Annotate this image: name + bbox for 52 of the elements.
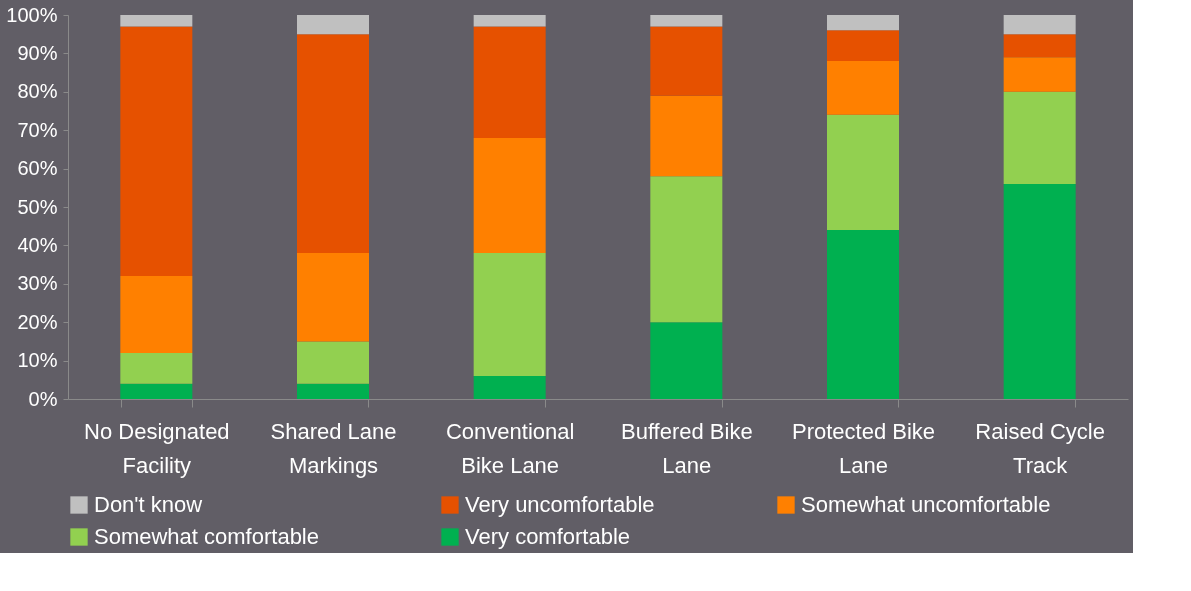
legend-label: Somewhat uncomfortable — [801, 492, 1051, 517]
y-tick-label: 90% — [17, 41, 58, 64]
bar — [297, 341, 369, 384]
bar — [650, 95, 723, 177]
bar — [827, 15, 899, 31]
bar — [1003, 57, 1076, 92]
y-tick-label: 60% — [17, 157, 58, 180]
x-tick-label: Shared Lane Markings — [270, 418, 397, 478]
bar — [297, 34, 369, 254]
bar — [473, 137, 546, 254]
y-tick-label: 40% — [17, 233, 58, 256]
y-tick-label: 80% — [17, 80, 58, 103]
bar — [473, 375, 546, 399]
bar — [1003, 91, 1076, 184]
bar — [827, 61, 899, 115]
x-tick-label: Raised Cycle Track — [975, 418, 1105, 478]
y-tick-label: 100% — [6, 3, 58, 26]
x-tick-label: Buffered Bike Lane — [620, 418, 753, 478]
legend-label: Very comfortable — [465, 524, 631, 549]
bar — [473, 253, 546, 376]
bar — [120, 15, 193, 27]
y-tick-label: 10% — [17, 349, 58, 372]
x-tick-label: Protected Bike Lane — [791, 418, 936, 478]
bar — [120, 26, 193, 277]
y-tick-label: 70% — [17, 118, 58, 141]
bar — [650, 26, 723, 96]
bar — [827, 30, 899, 62]
bar — [297, 253, 369, 342]
bar — [297, 15, 369, 35]
y-tick-label: 50% — [17, 195, 58, 218]
bar — [827, 114, 899, 231]
bar — [120, 276, 193, 353]
x-tick-label: Conventional Bike Lane — [445, 418, 575, 478]
y-tick-label: 0% — [28, 387, 58, 410]
legend-label: Don't know — [94, 492, 203, 517]
x-tick-label: No Designated Facility — [84, 418, 230, 478]
y-tick-label: 30% — [17, 272, 58, 295]
bar — [120, 352, 193, 384]
bar — [1003, 34, 1076, 58]
bar — [120, 383, 193, 399]
bar — [650, 176, 723, 323]
bar — [1003, 15, 1076, 35]
bar — [650, 322, 723, 399]
bar — [473, 26, 546, 138]
bar — [827, 230, 899, 399]
bar — [650, 15, 723, 27]
legend-label: Somewhat comfortable — [94, 524, 319, 549]
legend-label: Very uncomfortable — [465, 492, 655, 517]
bar — [1003, 183, 1076, 399]
bar — [473, 15, 546, 27]
bar — [297, 383, 369, 399]
y-tick-label: 20% — [17, 310, 58, 333]
